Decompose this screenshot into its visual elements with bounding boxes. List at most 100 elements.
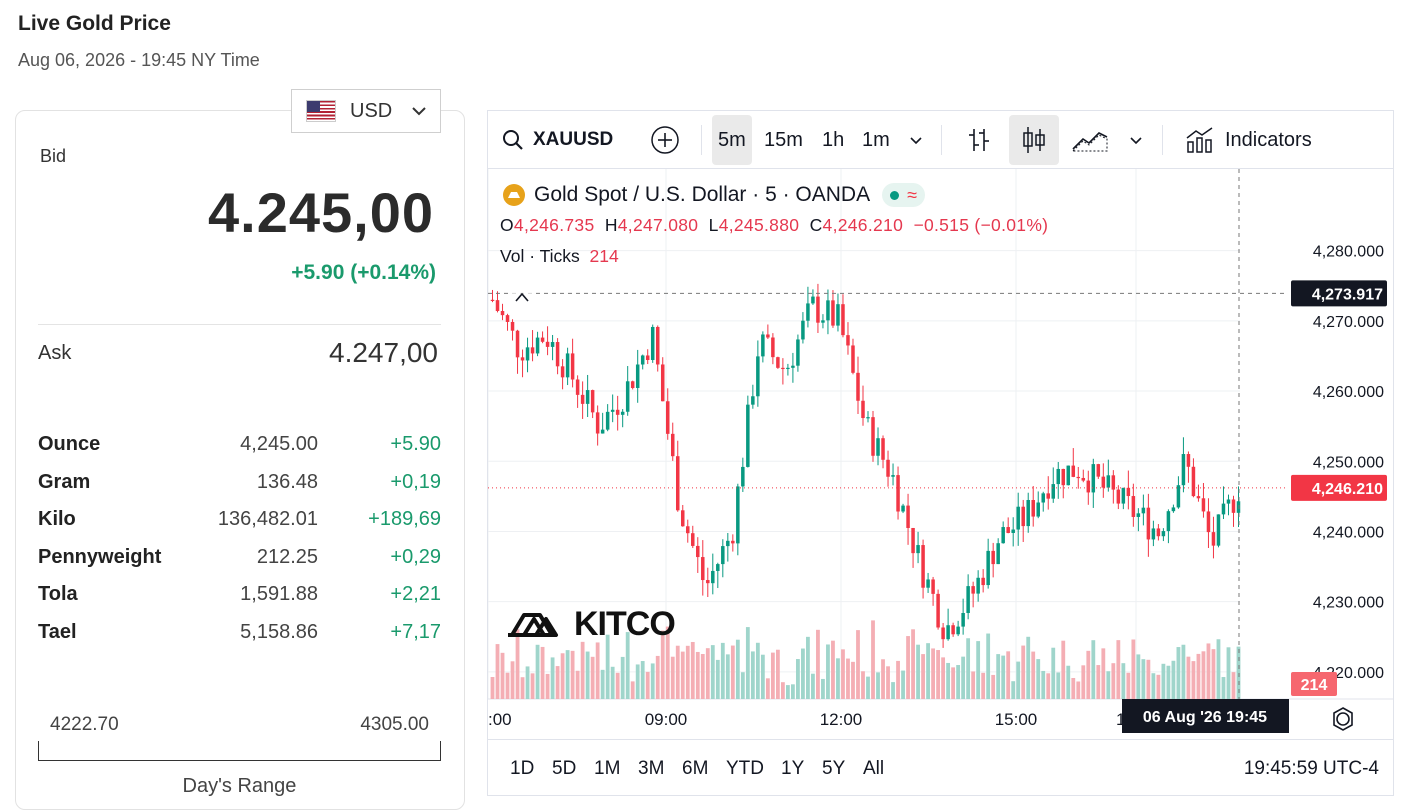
volume-bar: [780, 682, 785, 699]
volume-bar: [1201, 651, 1206, 699]
symbol-search[interactable]: XAUUSD: [502, 111, 613, 169]
candle-body: [816, 296, 820, 323]
candle-body: [796, 339, 800, 366]
period-3m[interactable]: 3M: [638, 758, 665, 779]
candle-body: [1156, 528, 1161, 537]
candle-body: [565, 353, 570, 378]
candle-body: [801, 320, 805, 340]
range-bar: [38, 741, 441, 761]
bid-label: Bid: [40, 146, 67, 166]
separator: [941, 125, 942, 155]
candle-body: [856, 372, 860, 401]
y-tick-label: 4,250.000: [1313, 454, 1384, 471]
interval-1h[interactable]: 1h: [822, 128, 845, 151]
interval-15m[interactable]: 15m: [764, 128, 803, 151]
high-value: 4,247.080: [617, 215, 699, 235]
volume-bar: [1011, 681, 1016, 699]
volume-bar: [1111, 663, 1116, 699]
volume-bar: [1036, 659, 1041, 699]
candle-body: [1131, 496, 1136, 517]
candle-body: [1066, 465, 1071, 486]
volume-bar: [660, 630, 665, 699]
volume-bar: [851, 661, 855, 699]
chart-type-dropdown[interactable]: [1128, 111, 1144, 169]
candle-body: [936, 593, 940, 628]
interval-active-bg: [712, 115, 752, 165]
kitco-watermark: KITCO: [508, 605, 676, 643]
period-5y[interactable]: 5Y: [822, 758, 846, 779]
candle-body: [806, 303, 810, 321]
volume-bar: [750, 651, 755, 699]
unit-change: +5.90: [390, 433, 441, 455]
ask-value: 4.247,00: [329, 337, 438, 368]
interval-dropdown[interactable]: [908, 111, 924, 169]
period-5d[interactable]: 5D: [552, 758, 577, 779]
area-style-button[interactable]: [1071, 111, 1109, 169]
candle-body: [615, 409, 620, 415]
volume-bar: [996, 654, 1001, 699]
volume-bar: [976, 641, 981, 699]
candle-body: [1091, 464, 1096, 493]
candle-body: [716, 564, 720, 571]
indicators-button[interactable]: Indicators: [1185, 111, 1312, 169]
bar-style-button[interactable]: [966, 111, 992, 169]
interval-1m[interactable]: 1m: [862, 128, 890, 151]
x-tick-label: 15:00: [995, 710, 1038, 729]
candle-body: [941, 627, 945, 640]
volume-bar: [525, 666, 530, 699]
candle-body: [701, 557, 705, 581]
candle-body: [1231, 499, 1236, 513]
volume-bar: [690, 641, 695, 699]
collapse-legend-button: [508, 283, 536, 311]
period-ytd[interactable]: YTD: [726, 758, 764, 779]
volume-bar: [590, 656, 595, 699]
candles-button[interactable]: [1020, 111, 1048, 169]
candle-body: [560, 366, 565, 378]
watermark-text: KITCO: [574, 605, 675, 643]
volume-bar: [1016, 661, 1021, 699]
volume-bar: [1236, 646, 1241, 699]
volume-bar: [490, 677, 495, 699]
candle-body: [821, 320, 825, 323]
candle-body: [996, 543, 1000, 565]
volume-bar: [545, 673, 550, 699]
candle-body: [520, 357, 525, 361]
volume-bar: [1106, 671, 1111, 699]
volume-bar: [605, 634, 610, 699]
volume-bar: [1091, 640, 1096, 699]
period-6m[interactable]: 6M: [682, 758, 709, 779]
us-flag-icon: [306, 100, 336, 122]
candle-body: [911, 527, 915, 554]
currency-select[interactable]: USD: [291, 89, 441, 133]
candle-body: [1081, 477, 1086, 481]
interval-5m[interactable]: 5m: [718, 128, 746, 151]
volume-bar: [906, 636, 910, 699]
unit-value: 5,158.86: [240, 620, 318, 643]
volume-bar: [801, 648, 805, 699]
kitco-logo-icon: [508, 613, 558, 637]
candle-body: [1001, 527, 1005, 544]
volume-bar: [1151, 673, 1156, 699]
ohlc-legend: O4,246.735 H4,247.080 L4,245.880 C4,246.…: [500, 215, 1048, 236]
period-1d[interactable]: 1D: [510, 758, 535, 779]
candle-body: [1011, 529, 1015, 533]
candle-body: [1141, 507, 1146, 514]
candle-body: [1046, 493, 1050, 499]
candle-body: [971, 586, 975, 594]
volume-bar: [1126, 672, 1131, 699]
candle-body: [826, 300, 830, 321]
period-1y[interactable]: 1Y: [781, 758, 805, 779]
candle-body: [781, 367, 785, 370]
candle-body: [1021, 506, 1025, 527]
period-all[interactable]: All: [863, 758, 885, 779]
candle-body: [746, 404, 750, 467]
candle-body: [1171, 507, 1176, 512]
price-chart[interactable]: 4,280.000 4,270.000 4,260.000 4,250.000 4,24…: [488, 169, 1393, 739]
volume-bar: [856, 630, 860, 699]
period-1m[interactable]: 1M: [594, 758, 621, 779]
candle-body: [976, 577, 980, 594]
volume-value: 214: [589, 246, 619, 266]
candle-body: [630, 381, 635, 388]
volume-bar: [715, 659, 720, 699]
compare-button[interactable]: [650, 111, 680, 169]
